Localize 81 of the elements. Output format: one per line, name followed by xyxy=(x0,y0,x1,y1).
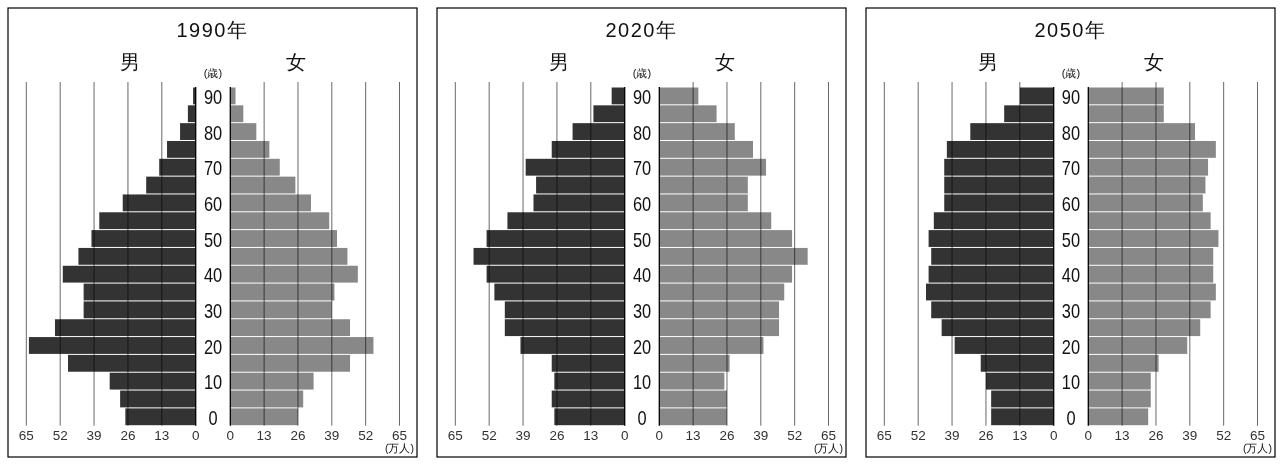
tick: 39 xyxy=(944,427,960,443)
tick: 39 xyxy=(515,427,531,443)
tick: 52 xyxy=(910,427,926,443)
tick: 65 xyxy=(392,427,407,443)
tick: 13 xyxy=(256,427,272,443)
category: 40 xyxy=(1061,263,1081,287)
category: 90 xyxy=(203,85,223,109)
category: 20 xyxy=(1061,335,1081,358)
xlabel: (万人) xyxy=(385,442,414,454)
category: 60 xyxy=(1061,192,1081,216)
ylabel: (歳) xyxy=(1061,67,1081,79)
tick: 52 xyxy=(358,427,374,443)
category: 0 xyxy=(637,406,647,430)
title: 2050年 xyxy=(1034,19,1107,41)
tick: 0 xyxy=(226,427,235,443)
tick: 65 xyxy=(876,427,892,443)
tick: 26 xyxy=(719,427,735,443)
tick: 0 xyxy=(191,427,200,443)
category: 30 xyxy=(203,299,223,323)
category: 10 xyxy=(1061,370,1081,394)
tick: 13 xyxy=(1012,427,1028,443)
category: 70 xyxy=(203,156,223,180)
category: 40 xyxy=(203,263,223,287)
series-name: 女 xyxy=(714,51,735,73)
category: 0 xyxy=(1066,406,1076,430)
tick: 39 xyxy=(753,427,769,443)
category: 60 xyxy=(632,192,652,216)
tick: 65 xyxy=(18,427,34,443)
tick: 26 xyxy=(978,427,994,443)
tick: 13 xyxy=(583,427,599,443)
title: 1990年 xyxy=(176,19,249,41)
tick: 39 xyxy=(324,427,340,443)
category: 40 xyxy=(632,263,652,287)
category: 50 xyxy=(1061,228,1081,251)
category: 30 xyxy=(1061,299,1081,323)
series-name: 男 xyxy=(978,51,998,73)
tick: 52 xyxy=(52,427,68,443)
tick: 13 xyxy=(685,427,701,443)
ylabel: (歳) xyxy=(632,67,652,79)
category: 20 xyxy=(632,335,652,358)
category: 80 xyxy=(632,121,652,145)
tick: 13 xyxy=(1114,427,1130,443)
series-name: 女 xyxy=(1143,51,1164,73)
ylabel: (歳) xyxy=(203,67,223,79)
category: 50 xyxy=(203,228,223,251)
tick: 0 xyxy=(1049,427,1058,443)
category: 90 xyxy=(632,85,652,109)
series-name: 女 xyxy=(285,51,306,73)
tick: 26 xyxy=(290,427,306,443)
tick: 13 xyxy=(154,427,170,443)
tick: 52 xyxy=(787,427,803,443)
tick: 39 xyxy=(86,427,102,443)
xlabel: (万人) xyxy=(1243,442,1272,454)
tick: 0 xyxy=(655,427,664,443)
category: 0 xyxy=(208,406,218,430)
category: 70 xyxy=(1061,156,1081,180)
category: 90 xyxy=(1061,85,1081,109)
tick: 26 xyxy=(1148,427,1164,443)
category: 10 xyxy=(203,370,223,394)
tick: 65 xyxy=(447,427,463,443)
category: 60 xyxy=(203,192,223,216)
category: 50 xyxy=(632,228,652,251)
tick: 26 xyxy=(549,427,565,443)
tick: 52 xyxy=(1216,427,1232,443)
category: 20 xyxy=(203,335,223,358)
tick: 26 xyxy=(120,427,136,443)
xlabel: (万人) xyxy=(814,442,843,454)
series-name: 男 xyxy=(549,51,569,73)
category: 10 xyxy=(632,370,652,394)
title: 2020年 xyxy=(605,19,678,41)
category: 70 xyxy=(632,156,652,180)
tick: 0 xyxy=(620,427,629,443)
category: 80 xyxy=(203,121,223,145)
category: 30 xyxy=(632,299,652,323)
tick: 39 xyxy=(1182,427,1198,443)
tick: 65 xyxy=(1250,427,1265,443)
series-name: 男 xyxy=(120,51,140,73)
category: 80 xyxy=(1061,121,1081,145)
tick: 65 xyxy=(821,427,836,443)
tick: 0 xyxy=(1084,427,1093,443)
tick: 52 xyxy=(481,427,497,443)
